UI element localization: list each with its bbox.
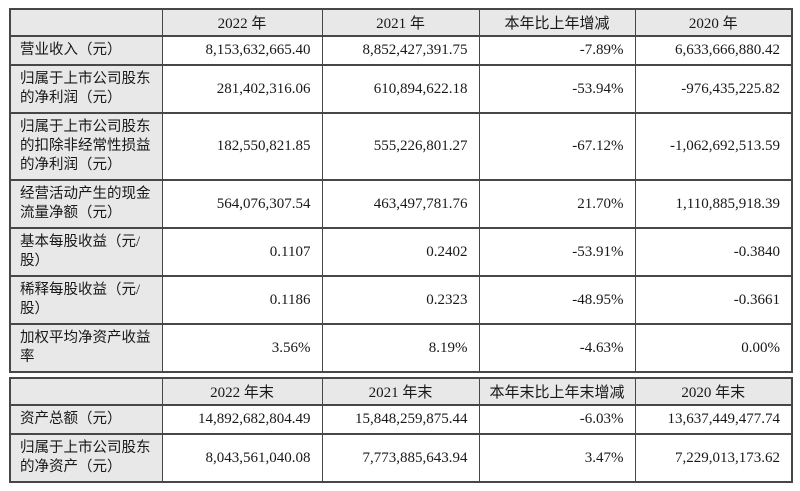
row-label: 资产总额（元）: [9, 404, 163, 435]
cell-value: -53.91%: [478, 227, 636, 277]
row-label: 归属于上市公司股东的扣除非经常性损益的净利润（元）: [9, 112, 163, 181]
annual-summary-table: 2022 年 2021 年本年比上年增减 2020 年营业收入（元） 8,153,63…: [9, 8, 793, 373]
cell-value: 21.70%: [478, 179, 636, 229]
period-header: 2020 年: [634, 8, 793, 37]
cell-value: 0.00%: [634, 323, 793, 373]
cell-value: 0.1186: [161, 275, 323, 325]
table-row: 营业收入（元） 8,153,632,665.40 8,852,427,391.75-…: [9, 35, 793, 66]
corner-header-cell: [9, 377, 163, 406]
cell-value: 0.1107: [161, 227, 323, 277]
cell-value: -7.89%: [478, 35, 636, 66]
cell-value: 3.56%: [161, 323, 323, 373]
cell-value: -0.3661: [634, 275, 793, 325]
balance_table-header-row: 2022 年末 2021 年末 本年末比上年末增减 2020 年末: [9, 377, 793, 406]
row-label: 归属于上市公司股东的净资产（元）: [9, 433, 163, 483]
period-header: 2021 年末: [321, 377, 480, 406]
cell-value: 7,773,885,643.94: [321, 433, 480, 483]
period-header: 2022 年末: [161, 377, 323, 406]
cell-value: 182,550,821.85: [161, 112, 323, 181]
cell-value: 8,043,561,040.08: [161, 433, 323, 483]
cell-value: 6,633,666,880.42: [634, 35, 793, 66]
cell-value: 8,153,632,665.40: [161, 35, 323, 66]
cell-value: 7,229,013,173.62: [634, 433, 793, 483]
row-label: 营业收入（元）: [9, 35, 163, 66]
cell-value: -53.94%: [478, 64, 636, 114]
row-label: 加权平均净资产收益率: [9, 323, 163, 373]
row-label: 归属于上市公司股东的净利润（元）: [9, 64, 163, 114]
cell-value: 281,402,316.06: [161, 64, 323, 114]
cell-value: -1,062,692,513.59: [634, 112, 793, 181]
table-row: 归属于上市公司股东的净利润（元） 281,402,316.06 610,894,62…: [9, 64, 793, 114]
cell-value: -67.12%: [478, 112, 636, 181]
row-label: 稀释每股收益（元/股）: [9, 275, 163, 325]
period-header: 本年末比上年末增减: [478, 377, 636, 406]
cell-value: 3.47%: [478, 433, 636, 483]
period-header: 2021 年: [321, 8, 480, 37]
table-row: 资产总额（元） 14,892,682,804.49 15,848,259,875.4…: [9, 404, 793, 435]
period-header: 2020 年末: [634, 377, 793, 406]
period-header: 本年比上年增减: [478, 8, 636, 37]
cell-value: 610,894,622.18: [321, 64, 480, 114]
period-end-balance-table: 2022 年末 2021 年末 本年末比上年末增减 2020 年末 资产总额（元） 14,…: [9, 377, 793, 483]
cell-value: 8,852,427,391.75: [321, 35, 480, 66]
summary_table-header-row: 2022 年 2021 年本年比上年增减 2020 年: [9, 8, 793, 37]
period-header: 2022 年: [161, 8, 323, 37]
table-row: 归属于上市公司股东的扣除非经常性损益的净利润（元） 182,550,821.85 5…: [9, 112, 793, 181]
cell-value: 15,848,259,875.44: [321, 404, 480, 435]
cell-value: -48.95%: [478, 275, 636, 325]
cell-value: -4.63%: [478, 323, 636, 373]
cell-value: 13,637,449,477.74: [634, 404, 793, 435]
row-label: 经营活动产生的现金流量净额（元）: [9, 179, 163, 229]
cell-value: 8.19%: [321, 323, 480, 373]
row-label: 基本每股收益（元/股）: [9, 227, 163, 277]
table-row: 稀释每股收益（元/股） 0.1186 0.2323 -48.95% -0.3661: [9, 275, 793, 325]
cell-value: 555,226,801.27: [321, 112, 480, 181]
cell-value: 0.2402: [321, 227, 480, 277]
cell-value: -0.3840: [634, 227, 793, 277]
cell-value: 0.2323: [321, 275, 480, 325]
cell-value: 1,110,885,918.39: [634, 179, 793, 229]
table-row: 归属于上市公司股东的净资产（元） 8,043,561,040.08 7,773,88…: [9, 433, 793, 483]
table-row: 加权平均净资产收益率 3.56% 8.19% -4.63% 0.00%: [9, 323, 793, 373]
cell-value: -6.03%: [478, 404, 636, 435]
table-row: 经营活动产生的现金流量净额（元） 564,076,307.54 463,497,78…: [9, 179, 793, 229]
cell-value: 564,076,307.54: [161, 179, 323, 229]
corner-header-cell: [9, 8, 163, 37]
cell-value: 463,497,781.76: [321, 179, 480, 229]
table-row: 基本每股收益（元/股） 0.1107 0.2402 -53.91% -0.3840: [9, 227, 793, 277]
cell-value: 14,892,682,804.49: [161, 404, 323, 435]
cell-value: -976,435,225.82: [634, 64, 793, 114]
